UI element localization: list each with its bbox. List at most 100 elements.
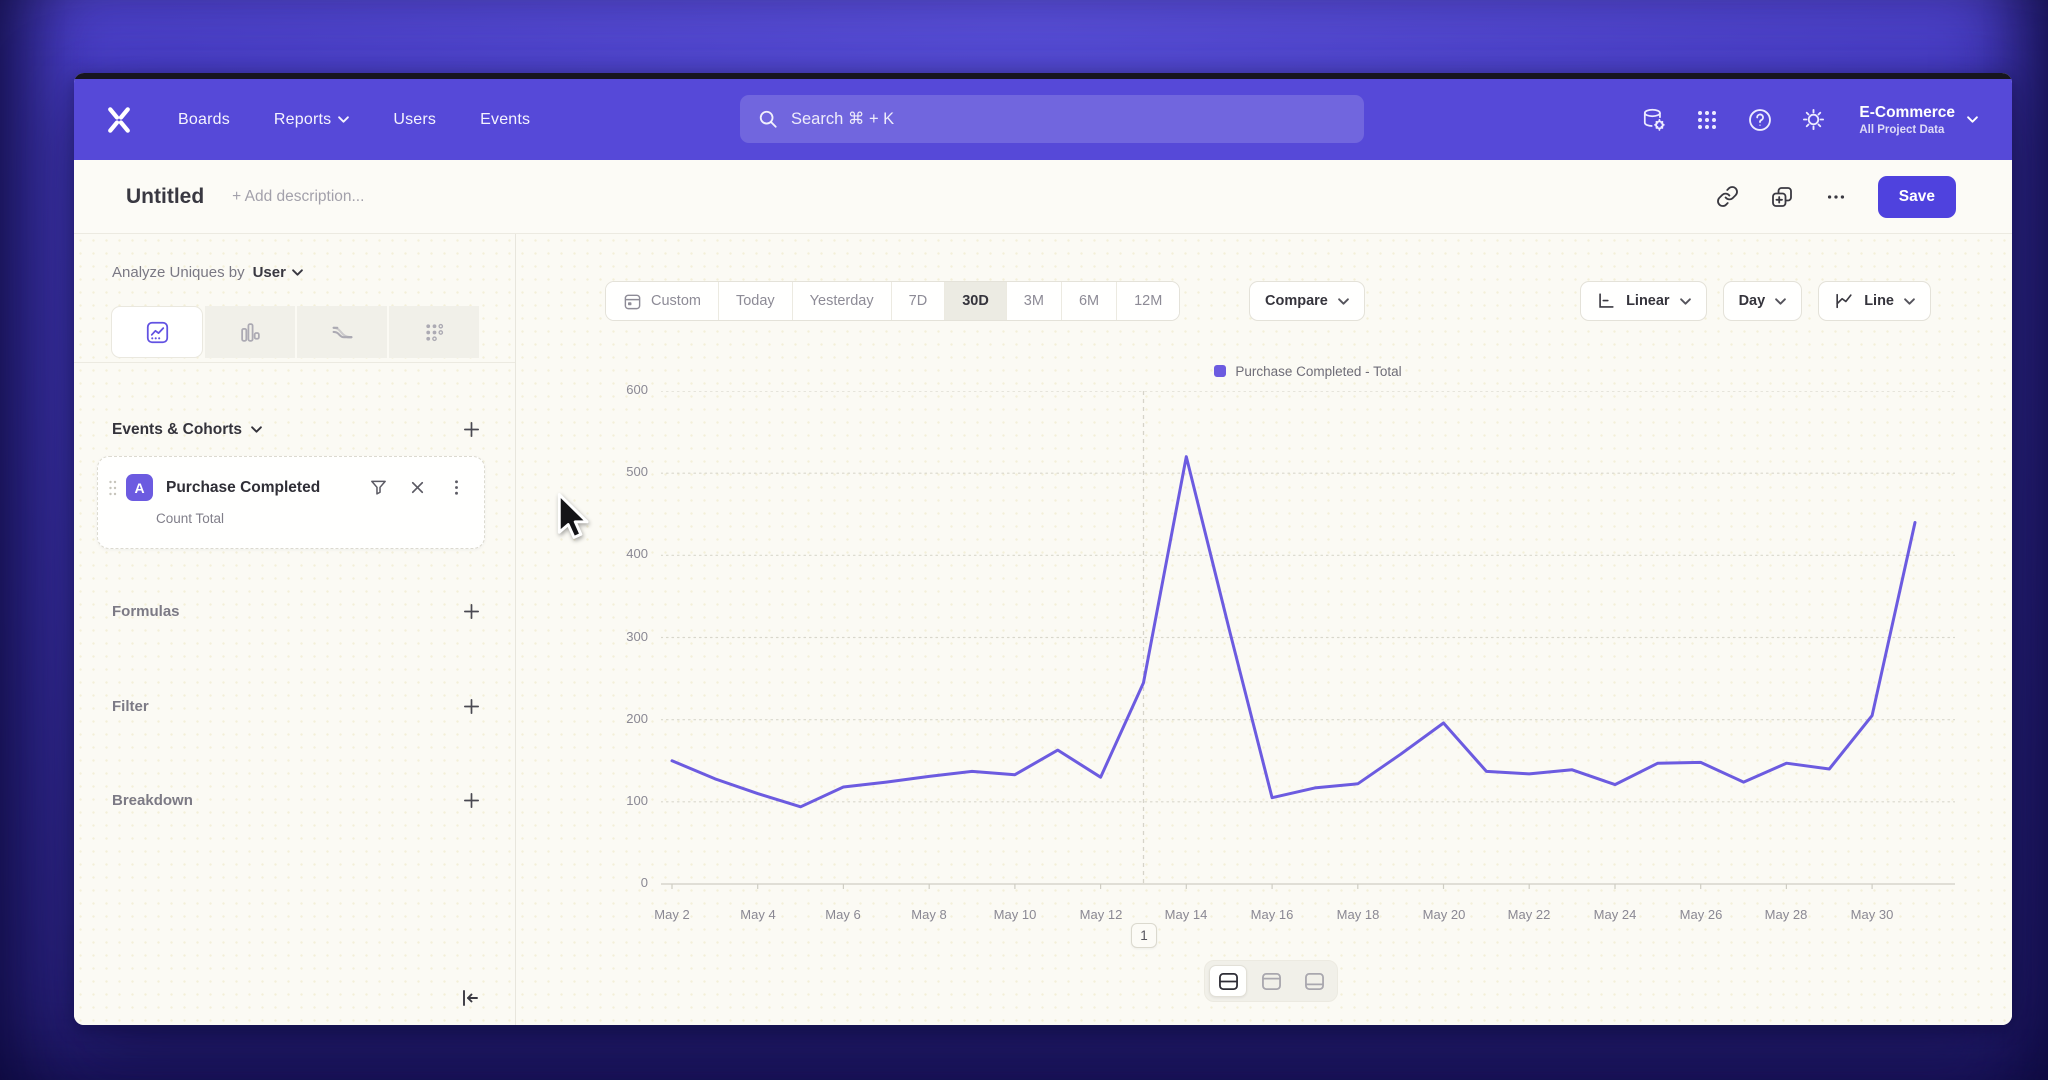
annotation-badge[interactable]: 1 bbox=[1131, 923, 1157, 948]
tab-bar-chart[interactable] bbox=[205, 306, 295, 358]
granularity-dropdown[interactable]: Day bbox=[1722, 281, 1803, 321]
layout-split-view-icon[interactable] bbox=[1209, 965, 1247, 997]
x-axis-label: May 30 bbox=[1850, 907, 1894, 922]
report-title[interactable]: Untitled bbox=[126, 184, 205, 208]
line-chart-plot[interactable] bbox=[661, 391, 1955, 891]
flows-icon bbox=[332, 326, 352, 338]
range-7d[interactable]: 7D bbox=[891, 282, 946, 320]
bar-chart-icon bbox=[240, 322, 260, 342]
report-title-bar: Untitled + Add description... bbox=[74, 160, 2012, 234]
range-yesterday[interactable]: Yesterday bbox=[792, 282, 892, 320]
visualization-tabs bbox=[111, 306, 479, 358]
x-axis-label: May 22 bbox=[1507, 907, 1551, 922]
window-top-strip bbox=[74, 73, 2012, 79]
chart-legend[interactable]: Purchase Completed - Total bbox=[661, 364, 1955, 379]
y-axis-label: 300 bbox=[626, 629, 648, 644]
copy-link-icon[interactable] bbox=[1716, 185, 1740, 209]
chevron-down-icon bbox=[1679, 297, 1691, 305]
filter-title: Filter bbox=[112, 698, 149, 715]
range-6m[interactable]: 6M bbox=[1061, 282, 1118, 320]
date-range-selector: Custom Today Yesterday 7D 30D 3M 6M 12M bbox=[605, 281, 1181, 321]
x-axis-label: May 14 bbox=[1164, 907, 1208, 922]
range-3m[interactable]: 3M bbox=[1006, 282, 1062, 320]
add-formula-button[interactable] bbox=[462, 602, 481, 621]
x-axis-label: May 4 bbox=[740, 907, 776, 922]
add-filter-button[interactable] bbox=[462, 697, 481, 716]
range-today[interactable]: Today bbox=[718, 282, 793, 320]
chart-options: Linear Day Line bbox=[1580, 281, 1931, 321]
filter-section: Filter bbox=[112, 697, 481, 716]
more-options-icon[interactable] bbox=[1824, 185, 1848, 209]
retention-dots-icon bbox=[425, 323, 443, 341]
add-breakdown-button[interactable] bbox=[462, 791, 481, 810]
top-nav: Boards Reports Users Events Search ⌘ + K bbox=[74, 79, 2012, 160]
project-scope: All Project Data bbox=[1859, 123, 1945, 136]
tab-flows[interactable] bbox=[297, 306, 387, 358]
x-axis-label: May 12 bbox=[1079, 907, 1123, 922]
save-button[interactable]: Save bbox=[1877, 175, 1956, 218]
filter-funnel-icon[interactable] bbox=[369, 478, 388, 497]
nav-right-cluster: E-Commerce All Project Data bbox=[1641, 79, 2012, 160]
mixpanel-logo[interactable] bbox=[104, 105, 134, 135]
nav-menu: Boards Reports Users Events bbox=[178, 111, 530, 129]
events-cohorts-title[interactable]: Events & Cohorts bbox=[112, 421, 262, 439]
apps-grid-icon[interactable] bbox=[1694, 107, 1720, 133]
search-icon bbox=[759, 110, 777, 128]
breakdown-title: Breakdown bbox=[112, 792, 193, 809]
nav-item-users[interactable]: Users bbox=[393, 110, 437, 128]
duplicate-icon[interactable] bbox=[1770, 185, 1794, 209]
insights-line-chart-icon bbox=[146, 321, 168, 343]
formulas-section: Formulas bbox=[112, 602, 481, 621]
add-description[interactable]: + Add description... bbox=[232, 187, 365, 205]
data-management-icon[interactable] bbox=[1641, 107, 1667, 133]
scale-dropdown[interactable]: Linear bbox=[1580, 281, 1707, 321]
remove-event-icon[interactable] bbox=[408, 478, 427, 497]
chart-type-dropdown[interactable]: Line bbox=[1818, 281, 1931, 321]
search-input[interactable]: Search ⌘ + K bbox=[740, 95, 1364, 143]
chevron-down-icon bbox=[338, 116, 350, 123]
title-actions: Save bbox=[1716, 175, 2012, 218]
tab-insights[interactable] bbox=[111, 306, 203, 358]
add-event-button[interactable] bbox=[462, 420, 481, 439]
chart-svg bbox=[661, 391, 1955, 889]
nav-item-boards[interactable]: Boards bbox=[178, 110, 230, 128]
x-axis-label: May 6 bbox=[825, 907, 861, 922]
y-axis-label: 200 bbox=[626, 711, 648, 726]
project-selector[interactable]: E-Commerce All Project Data bbox=[1859, 104, 1978, 136]
kebab-menu-icon[interactable] bbox=[447, 478, 466, 497]
event-metric[interactable]: Count Total bbox=[156, 511, 225, 526]
sidebar-divider bbox=[74, 362, 515, 363]
event-name[interactable]: Purchase Completed bbox=[166, 478, 321, 496]
line-series bbox=[670, 455, 1917, 809]
analyze-value-dropdown[interactable]: User bbox=[253, 264, 303, 281]
breakdown-section: Breakdown bbox=[112, 791, 481, 810]
chevron-down-icon bbox=[292, 269, 303, 276]
axis-linear-icon bbox=[1599, 293, 1614, 308]
x-axis-label: May 28 bbox=[1764, 907, 1808, 922]
analyze-uniques-row: Analyze Uniques by User bbox=[112, 264, 303, 281]
event-card-purchase-completed[interactable]: A Purchase Completed bbox=[97, 456, 485, 549]
x-axis-label: May 18 bbox=[1336, 907, 1380, 922]
y-axis-label: 400 bbox=[626, 546, 648, 561]
layout-chart-bottom-icon[interactable] bbox=[1295, 965, 1333, 997]
chevron-down-icon bbox=[1904, 297, 1915, 305]
range-custom[interactable]: Custom bbox=[606, 282, 719, 320]
nav-item-reports[interactable]: Reports bbox=[274, 111, 350, 129]
analyze-label: Analyze Uniques by bbox=[112, 264, 245, 281]
settings-gear-icon[interactable] bbox=[1800, 107, 1826, 133]
nav-item-events[interactable]: Events bbox=[480, 110, 531, 128]
tab-retention[interactable] bbox=[389, 306, 479, 358]
chevron-down-icon bbox=[1775, 297, 1787, 305]
range-30d[interactable]: 30D bbox=[945, 282, 1007, 320]
help-icon[interactable] bbox=[1747, 107, 1773, 133]
chevron-down-icon bbox=[251, 426, 262, 433]
chevron-down-icon bbox=[1967, 116, 1978, 123]
drag-handle-icon[interactable] bbox=[108, 479, 118, 497]
compare-button[interactable]: Compare bbox=[1249, 281, 1365, 321]
y-axis-label: 100 bbox=[626, 793, 648, 808]
range-12m[interactable]: 12M bbox=[1117, 282, 1180, 320]
collapse-sidebar-icon[interactable] bbox=[459, 987, 481, 1009]
layout-chart-top-icon[interactable] bbox=[1252, 965, 1290, 997]
event-letter-badge: A bbox=[126, 474, 153, 501]
